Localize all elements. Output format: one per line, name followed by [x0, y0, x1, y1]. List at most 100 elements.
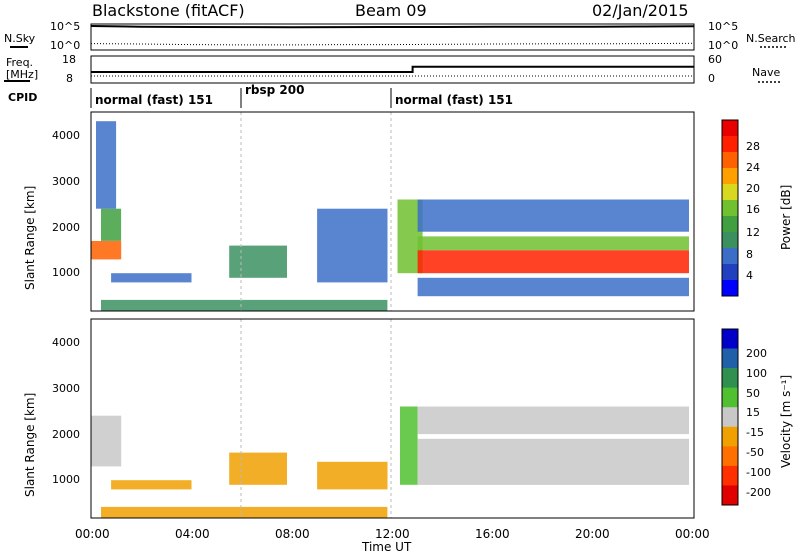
power-ytick-2000: 2000 [52, 221, 80, 234]
velocity-cbar-label: Velocity [m s⁻¹] [779, 375, 793, 468]
power-region-2 [96, 121, 117, 209]
freq-frame [90, 55, 695, 84]
power-colorbar-swatch-3 [722, 168, 738, 185]
velocity-region-3 [229, 452, 287, 485]
power-colorbar-frame [721, 119, 739, 297]
cpid-mode-2: rbsp 200 [245, 83, 304, 97]
velocity-colorbar-swatch-2 [722, 368, 738, 388]
power-colorbar-swatch-7 [722, 232, 738, 249]
noise-tick-left-bottom: 10^0 [50, 39, 80, 52]
power-cbar-tick-4: 4 [746, 269, 753, 282]
freq-panel: Freq. [MHz] 18 8 60 0 Nave [4, 53, 782, 85]
velocity-cbar-tick-m100: -100 [746, 466, 771, 479]
velocity-region-1 [101, 506, 388, 518]
freq-label: Freq. [6, 56, 33, 69]
velocity-colorbar-swatch-7 [722, 465, 738, 486]
velocity-cbar-tick-100: 100 [746, 367, 767, 380]
power-colorbar-swatch-2 [722, 152, 738, 169]
noise-tick-right-top: 10^5 [708, 20, 738, 33]
velocity-ylabel: Slant Range [km] [23, 393, 37, 497]
velocity-cbar-tick-50: 50 [746, 387, 760, 400]
noise-frame [90, 23, 695, 51]
velocity-colorbar-swatch-1 [722, 348, 738, 369]
velocity-cbar-tick-m15: -15 [746, 426, 764, 439]
power-colorbar-swatch-0 [722, 120, 738, 137]
power-region-10 [417, 199, 689, 232]
xtick-0400: 04:00 [175, 527, 210, 541]
power-region-6 [317, 208, 388, 283]
velocity-colorbar-swatch-4 [722, 407, 738, 428]
noise-tick-right-bottom: 10^0 [708, 39, 738, 52]
cpid-mode-1: normal (fast) 151 [95, 93, 213, 107]
power-colorbar-swatch-8 [722, 248, 738, 265]
x-axis-title: Time UT [361, 540, 412, 554]
power-data [91, 121, 689, 311]
power-region-3 [101, 299, 388, 311]
xtick-1200: 12:00 [375, 527, 410, 541]
power-panel: 4000 3000 2000 1000 Slant Range [km] 28 … [23, 111, 793, 312]
velocity-colorbar-swatch-0 [722, 329, 738, 349]
date-title: 02/Jan/2015 [592, 1, 689, 20]
velocity-cbar-tick-200: 200 [746, 347, 767, 360]
freq-tick-top: 18 [62, 53, 76, 66]
power-region-1 [101, 208, 122, 241]
xtick-1600: 16:00 [475, 527, 510, 541]
velocity-colorbar-frame [721, 328, 739, 506]
power-colorbar-swatch-5 [722, 200, 738, 217]
nsearch-series-line [90, 42, 695, 46]
nsky-label: N.Sky [4, 32, 36, 45]
power-colorbar-swatch-10 [722, 280, 738, 297]
power-colorbar [722, 120, 738, 297]
velocity-colorbar-swatch-3 [722, 387, 738, 408]
noise-tick-left-top: 10^5 [50, 20, 80, 33]
velocity-data [91, 406, 689, 518]
power-colorbar-swatch-9 [722, 264, 738, 281]
power-cbar-tick-28: 28 [746, 140, 760, 153]
power-region-9 [417, 236, 689, 251]
velocity-ytick-2000: 2000 [52, 428, 80, 441]
power-ytick-3000: 3000 [52, 175, 80, 188]
power-ytick-4000: 4000 [52, 129, 80, 142]
velocity-region-6 [417, 438, 689, 485]
velocity-colorbar-swatch-8 [722, 485, 738, 506]
freq-tick-bottom: 8 [66, 72, 73, 85]
velocity-colorbar [722, 329, 738, 506]
power-region-4 [111, 273, 192, 283]
freq-unit-label: [MHz] [6, 68, 38, 81]
station-title: Blackstone (fitACF) [92, 1, 245, 20]
velocity-colorbar-swatch-5 [722, 426, 738, 447]
power-colorbar-swatch-6 [722, 216, 738, 233]
power-region-5 [229, 245, 287, 278]
velocity-colorbar-swatch-6 [722, 446, 738, 467]
velocity-region-2 [111, 480, 192, 490]
nave-label: Nave [752, 66, 780, 79]
velocity-cbar-tick-15: 15 [746, 406, 760, 419]
power-frame [90, 111, 695, 312]
power-cbar-tick-8: 8 [746, 248, 753, 261]
nsearch-label: N.Search [746, 32, 796, 45]
power-colorbar-swatch-4 [722, 184, 738, 201]
velocity-ytick-1000: 1000 [52, 473, 80, 486]
cpid-band: CPID normal (fast) 151 rbsp 200 normal (… [8, 83, 513, 108]
power-region-11 [417, 277, 689, 297]
velocity-region-4 [317, 461, 388, 490]
cpid-mode-3: normal (fast) 151 [395, 93, 513, 107]
xtick-0000: 00:00 [75, 527, 110, 541]
velocity-cbar-tick-m50: -50 [746, 446, 764, 459]
velocity-panel: 4000 3000 2000 1000 Slant Range [km] 200… [23, 318, 793, 519]
velocity-frame [90, 318, 695, 519]
velocity-region-5 [400, 406, 418, 485]
power-region-0 [91, 241, 122, 260]
xtick-2000: 20:00 [575, 527, 610, 541]
velocity-region-0 [91, 415, 122, 467]
nave-tick-bottom: 0 [708, 72, 715, 85]
velocity-ytick-4000: 4000 [52, 336, 80, 349]
noise-panel: N.Sky 10^5 10^0 10^5 10^0 N.Search [4, 20, 796, 52]
x-axis: 00:00 04:00 08:00 12:00 16:00 20:00 00:0… [75, 527, 710, 554]
power-region-8 [417, 250, 689, 274]
velocity-region-7 [417, 406, 689, 435]
power-cbar-tick-12: 12 [746, 226, 760, 239]
cpid-label: CPID [8, 91, 37, 104]
nsky-series-line [90, 25, 695, 29]
